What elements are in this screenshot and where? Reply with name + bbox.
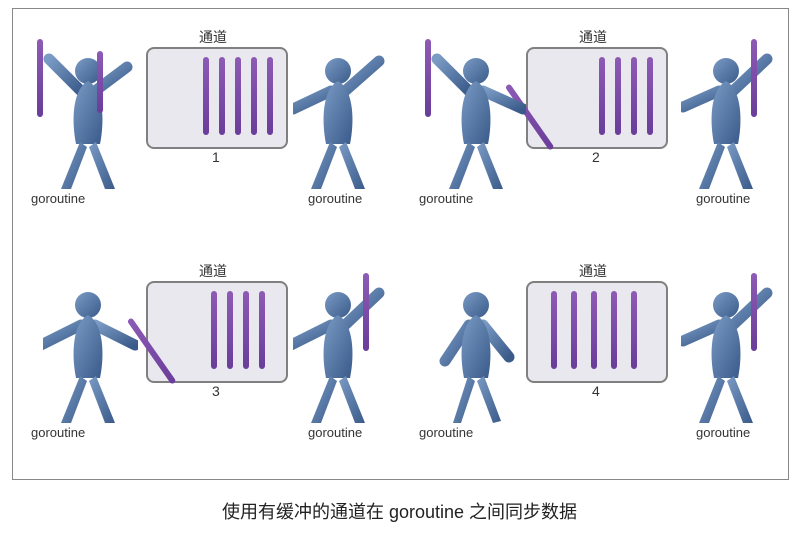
buffer-item-stick	[631, 57, 637, 135]
panel-number: 2	[592, 149, 600, 165]
diagram-frame: 通道 1 goroutine goroutine 通道 2 goroutine goro…	[12, 8, 789, 480]
buffer-item-stick	[243, 291, 249, 369]
channel-label: 通道	[579, 27, 607, 47]
goroutine-figure-icon	[681, 283, 776, 433]
held-stick	[751, 39, 757, 117]
goroutine-figure-icon	[681, 49, 776, 199]
channel-label: 通道	[579, 261, 607, 281]
held-stick	[425, 39, 431, 117]
goroutine-label: goroutine	[419, 425, 473, 440]
goroutine-label: goroutine	[31, 191, 85, 206]
panel-1: 通道 1 goroutine goroutine	[13, 9, 398, 244]
buffer-item-stick	[631, 291, 637, 369]
panel-number: 1	[212, 149, 220, 165]
buffer-item-stick	[203, 57, 209, 135]
diagram-root: 通道 1 goroutine goroutine 通道 2 goroutine goro…	[0, 0, 799, 536]
buffer-item-stick	[267, 57, 273, 135]
buffer-item-stick	[571, 291, 577, 369]
channel-buffer	[526, 281, 668, 383]
held-stick	[751, 273, 757, 351]
buffer-item-stick	[647, 57, 653, 135]
goroutine-label: goroutine	[696, 191, 750, 206]
channel-label: 通道	[199, 261, 227, 281]
goroutine-label: goroutine	[31, 425, 85, 440]
buffer-item-stick	[251, 57, 257, 135]
goroutine-label: goroutine	[308, 191, 362, 206]
goroutine-figure-icon	[293, 49, 388, 199]
held-stick	[97, 51, 103, 113]
buffer-item-stick	[227, 291, 233, 369]
held-stick	[37, 39, 43, 117]
goroutine-label: goroutine	[308, 425, 362, 440]
panel-3: 通道 3 goroutine goroutine	[13, 243, 398, 478]
buffer-item-stick	[235, 57, 241, 135]
buffer-item-stick	[551, 291, 557, 369]
goroutine-figure-icon	[431, 283, 526, 433]
goroutine-figure-icon	[431, 49, 526, 199]
buffer-item-stick	[615, 57, 621, 135]
buffer-item-stick	[591, 291, 597, 369]
channel-label: 通道	[199, 27, 227, 47]
buffer-item-stick	[211, 291, 217, 369]
panel-4: 通道 4 goroutine goroutine	[401, 243, 786, 478]
panel-number: 4	[592, 383, 600, 399]
buffer-item-stick	[611, 291, 617, 369]
held-stick	[363, 273, 369, 351]
goroutine-figure-icon	[43, 49, 138, 199]
buffer-item-stick	[599, 57, 605, 135]
buffer-item-stick	[219, 57, 225, 135]
goroutine-figure-icon	[293, 283, 388, 433]
goroutine-figure-icon	[43, 283, 138, 433]
panel-number: 3	[212, 383, 220, 399]
goroutine-label: goroutine	[696, 425, 750, 440]
caption: 使用有缓冲的通道在 goroutine 之间同步数据	[0, 498, 799, 524]
panel-2: 通道 2 goroutine goroutine	[401, 9, 786, 244]
goroutine-label: goroutine	[419, 191, 473, 206]
buffer-item-stick	[259, 291, 265, 369]
